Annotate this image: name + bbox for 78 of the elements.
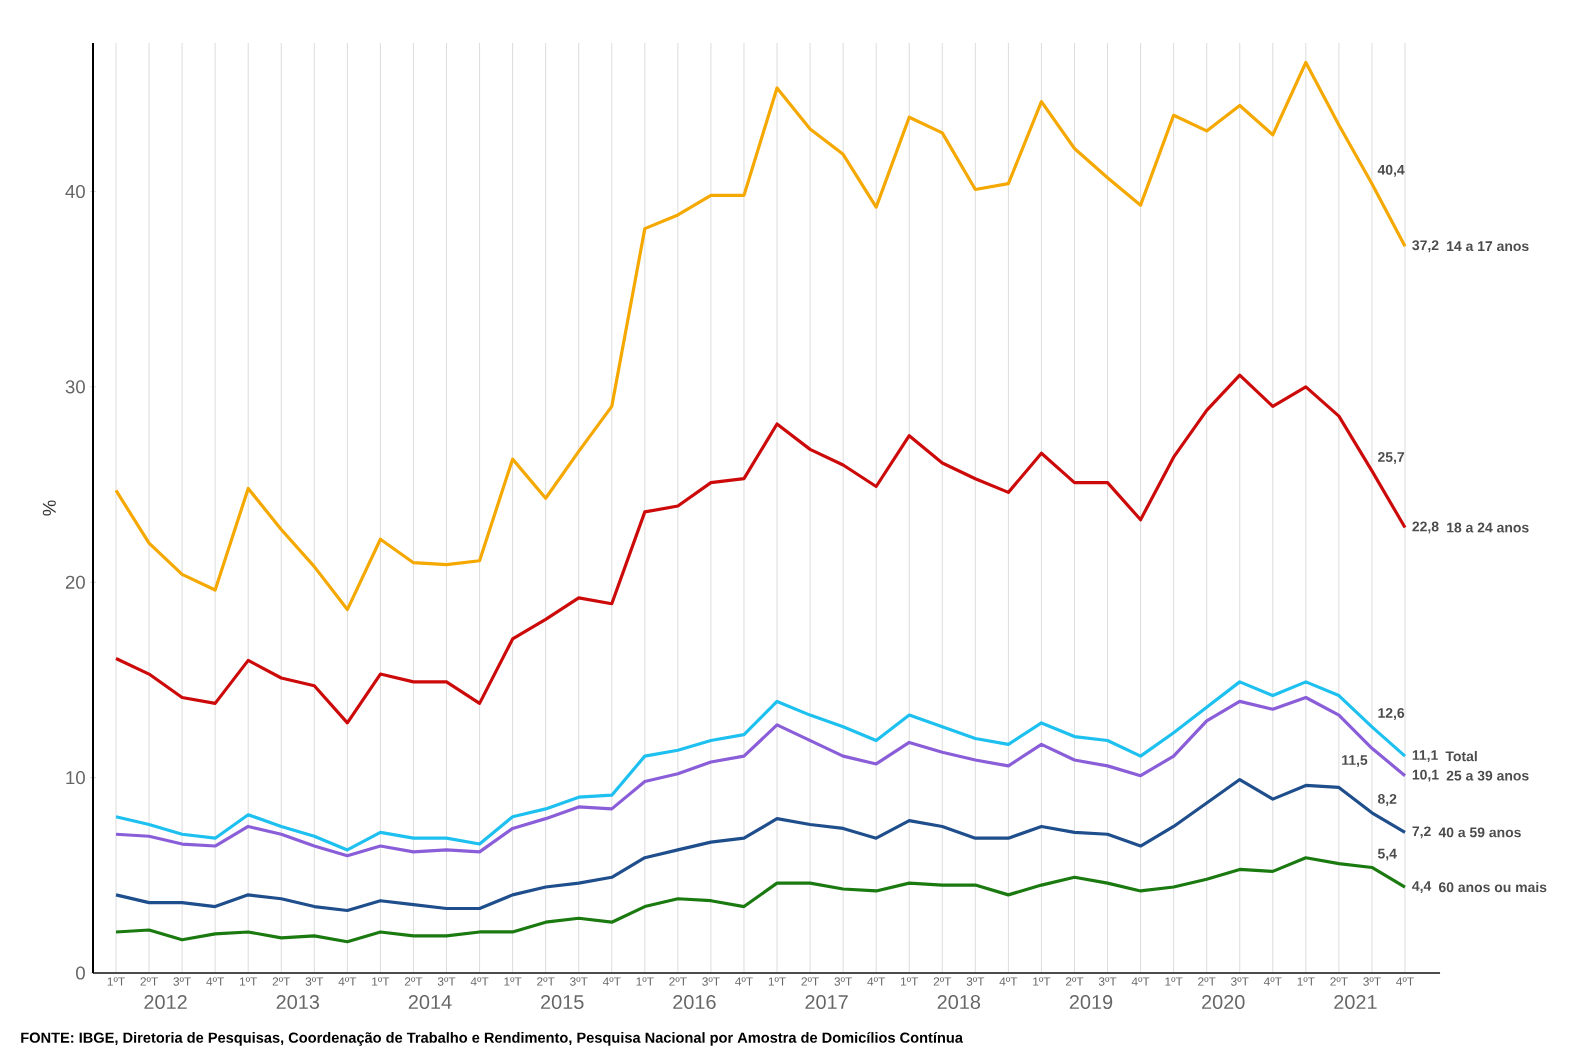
data-label: 11,5 <box>1342 755 1368 767</box>
x-tick-label: 2ºT <box>933 977 952 986</box>
x-tick-label: 3ºT <box>1231 977 1249 986</box>
x-tick-label: 4ºT <box>867 977 886 986</box>
x-tick-label: 3ºT <box>1363 977 1381 986</box>
x-tick-label: 2ºT <box>140 977 158 986</box>
line-series <box>114 373 1407 725</box>
x-tick-label: 3ºT <box>702 977 720 986</box>
x-tick-label: 2ºT <box>404 977 423 986</box>
x-tick-label: 1ºT <box>636 977 654 986</box>
data-label: 5,4 <box>1377 848 1397 861</box>
data-label: 10,1 <box>1412 769 1439 782</box>
x-tick-label: 4ºT <box>1131 977 1150 986</box>
text: Total <box>1445 751 1477 762</box>
x-tick-label: 1ºT <box>1165 977 1183 986</box>
x-tick-label: 3ºT <box>834 977 852 986</box>
x-tick-label: 2ºT <box>1198 977 1216 986</box>
data-label: 12,6 <box>1378 708 1405 720</box>
x-tick-label: 1ºT <box>107 977 125 986</box>
x-tick-label: 1ºT <box>768 977 786 986</box>
text: 2019 <box>1069 994 1113 1010</box>
x-tick-label: 1ºT <box>900 977 919 986</box>
x-tick-label: 4ºT <box>1396 977 1414 986</box>
data-label: 7,2 <box>1412 826 1431 839</box>
text: 2015 <box>541 994 584 1010</box>
text: 2020 <box>1202 994 1245 1010</box>
text: 14 a 17 anos <box>1447 241 1529 252</box>
x-tick-label: 2ºT <box>272 977 291 986</box>
text: 2021 <box>1334 994 1377 1010</box>
x-tick-label: 1ºT <box>372 977 390 986</box>
x-tick-label: 3ºT <box>173 977 191 986</box>
y-tick-label: 20 <box>65 575 85 589</box>
data-label: 8,2 <box>1377 793 1397 806</box>
y-tick-label: 40 <box>65 184 85 199</box>
text: 2013 <box>276 994 320 1010</box>
source-note: FONTE: IBGE, Diretoria de Pesquisas, Coordenação de Trabalho e Rendimento, Pesquisa Nacional por Amostra de Domicílios Contínua <box>21 1031 964 1046</box>
x-tick-label: 3ºT <box>966 977 985 986</box>
line-series <box>114 777 1407 913</box>
text: 2017 <box>805 994 848 1010</box>
data-label: 37,2 <box>1412 240 1439 253</box>
x-tick-label: 4ºT <box>735 977 753 986</box>
y-axis-title: % <box>42 500 56 516</box>
x-tick-label: 2ºT <box>537 977 555 986</box>
x-tick-label: 1ºT <box>504 977 522 986</box>
x-tick-label: 3ºT <box>1098 977 1117 986</box>
x-tick-label: 4ºT <box>338 977 357 986</box>
text: 2018 <box>937 994 981 1010</box>
x-tick-label: 4ºT <box>1263 977 1282 986</box>
x-tick-label: 4ºT <box>470 977 489 986</box>
x-tick-label: 4ºT <box>999 977 1018 986</box>
data-label: 40,4 <box>1377 164 1405 177</box>
text: 25 a 39 anos <box>1446 770 1529 781</box>
data-label: 25,7 <box>1378 452 1405 464</box>
x-tick-label: 2ºT <box>669 977 687 986</box>
x-tick-label: 1ºT <box>1033 977 1051 986</box>
line-series <box>114 60 1407 612</box>
text: 2016 <box>673 994 716 1010</box>
y-tick-label: 10 <box>66 771 85 785</box>
y-tick-label: 0 <box>76 966 85 980</box>
data-label: 4,4 <box>1412 881 1432 893</box>
x-tick-label: 2ºT <box>801 977 819 986</box>
x-tick-label: 3ºT <box>437 977 456 986</box>
x-tick-label: 1ºT <box>1297 977 1315 986</box>
data-label: 11,1 <box>1412 750 1438 763</box>
text: 60 anos ou mais <box>1438 881 1547 893</box>
x-tick-label: 3ºT <box>570 977 588 986</box>
text: 18 a 24 anos <box>1447 522 1529 533</box>
x-tick-label: 2ºT <box>1330 977 1348 986</box>
x-tick-label: 1ºT <box>239 977 258 986</box>
x-tick-label: 2ºT <box>1065 977 1084 986</box>
text: 2014 <box>408 994 452 1010</box>
text: 2012 <box>144 994 187 1010</box>
x-tick-label: 3ºT <box>305 977 324 986</box>
text: 40 a 59 anos <box>1438 827 1521 838</box>
x-tick-label: 4ºT <box>602 977 621 986</box>
data-label: 22,8 <box>1412 521 1439 534</box>
x-tick-label: 4ºT <box>206 977 225 986</box>
y-tick-label: 30 <box>65 380 85 394</box>
